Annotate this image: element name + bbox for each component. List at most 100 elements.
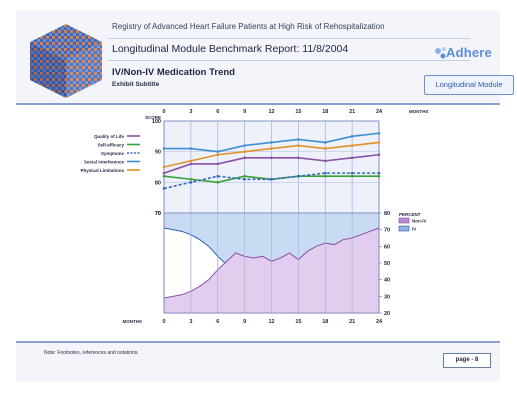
slide-subtitle: Exhibit Subtitle	[112, 81, 160, 88]
x-axis-title: MONTHS	[123, 319, 143, 324]
data-point	[270, 141, 273, 144]
data-point	[270, 147, 273, 150]
data-point	[350, 156, 354, 160]
y-tick-label: 50	[384, 261, 390, 267]
data-point	[350, 174, 354, 178]
y-tick-label: 100	[152, 119, 161, 125]
data-point	[323, 171, 327, 175]
y-axis-title: PERCENT	[399, 212, 421, 217]
data-point	[189, 177, 193, 181]
data-point	[189, 162, 193, 166]
data-point	[162, 174, 166, 178]
x-tick-label: 6	[216, 109, 219, 115]
x-tick-label: 9	[243, 319, 246, 325]
longitudinal-module-button[interactable]: Longitudinal Module	[424, 75, 514, 95]
data-point	[243, 150, 246, 153]
legend-label: Non-IV	[412, 219, 427, 224]
data-point	[270, 177, 273, 181]
legend-label: Symptoms	[101, 151, 125, 156]
x-tick-label: 6	[216, 319, 219, 325]
x-tick-label: 21	[349, 109, 355, 115]
data-point	[243, 156, 246, 160]
area-plot-border	[163, 212, 380, 314]
x-tick-label: 24	[376, 319, 383, 325]
data-point	[243, 174, 246, 178]
slide: Registry of Advanced Heart Failure Patie…	[16, 10, 514, 382]
data-point	[323, 147, 327, 150]
data-point	[377, 174, 381, 178]
registry-title: Registry of Advanced Heart Failure Patie…	[112, 22, 385, 31]
data-point	[162, 171, 166, 175]
x-tick-label: 24	[376, 109, 383, 115]
data-point	[377, 141, 381, 144]
x-tick-label: 12	[268, 319, 274, 325]
data-point	[162, 165, 166, 169]
data-point	[377, 171, 381, 175]
data-point	[323, 159, 327, 163]
data-point	[216, 150, 220, 153]
x-tick-label: 0	[162, 109, 165, 115]
data-point	[377, 131, 381, 135]
data-point	[297, 156, 300, 160]
data-point	[216, 153, 220, 157]
data-point	[216, 162, 220, 166]
report-title: Longitudinal Module Benchmark Report: 11…	[112, 43, 349, 55]
legend-label: Physical Limitations	[80, 168, 124, 173]
x-tick-label: 0	[162, 319, 165, 325]
data-point	[297, 174, 300, 178]
data-point	[243, 177, 246, 181]
legend-swatch	[398, 217, 410, 224]
data-point	[350, 135, 354, 138]
data-point	[323, 141, 327, 144]
x-axis-title: MONTHS	[409, 109, 429, 114]
y-tick-label: 90	[155, 150, 161, 156]
page-number: page - 8	[443, 353, 491, 368]
data-point	[216, 174, 220, 178]
y-tick-label: 30	[384, 294, 390, 300]
x-tick-label: 15	[295, 319, 301, 325]
legend-label: Self-efficacy	[97, 143, 124, 148]
data-point	[297, 138, 300, 141]
data-point	[377, 153, 381, 157]
x-tick-label: 18	[322, 109, 328, 115]
x-tick-label: 12	[268, 109, 274, 115]
header-rule	[108, 60, 470, 61]
footnote: Note: Footnotes, references and notation…	[44, 350, 139, 356]
x-tick-label: 21	[349, 319, 355, 325]
data-point	[350, 171, 354, 175]
data-point	[323, 174, 327, 178]
x-tick-label: 3	[189, 319, 192, 325]
legend-swatch	[398, 225, 410, 232]
legend-label: Social Interference	[84, 160, 125, 165]
data-point	[162, 147, 166, 150]
x-tick-label: 15	[295, 109, 301, 115]
y-tick-label: 80	[155, 180, 161, 186]
data-point	[189, 181, 193, 184]
legend-label: IV	[412, 227, 416, 232]
x-tick-label: 3	[189, 109, 192, 115]
y-tick-label: 70	[155, 211, 161, 217]
header-rule	[108, 38, 470, 39]
data-point	[350, 144, 354, 147]
report-page: Registry of Advanced Heart Failure Patie…	[16, 10, 514, 382]
y-tick-label: 40	[384, 278, 390, 284]
x-tick-label: 18	[322, 319, 328, 325]
y-tick-label: 70	[384, 228, 390, 234]
data-point	[189, 159, 193, 163]
data-point	[297, 144, 300, 147]
y-axis-title: SCORE	[145, 115, 161, 120]
y-tick-label: 60	[384, 244, 390, 250]
data-point	[189, 147, 193, 150]
logo-dots-icon	[435, 47, 446, 59]
legend-label: Quality of Life	[94, 134, 124, 139]
data-point	[270, 156, 273, 160]
registry-cube-logo	[30, 24, 102, 98]
data-point	[162, 187, 166, 190]
y-tick-label: 80	[384, 211, 390, 217]
data-point	[216, 181, 220, 184]
y-tick-label: 20	[384, 311, 390, 317]
x-tick-label: 9	[243, 109, 246, 115]
line-series-symptoms	[163, 172, 379, 190]
data-point	[243, 144, 246, 147]
